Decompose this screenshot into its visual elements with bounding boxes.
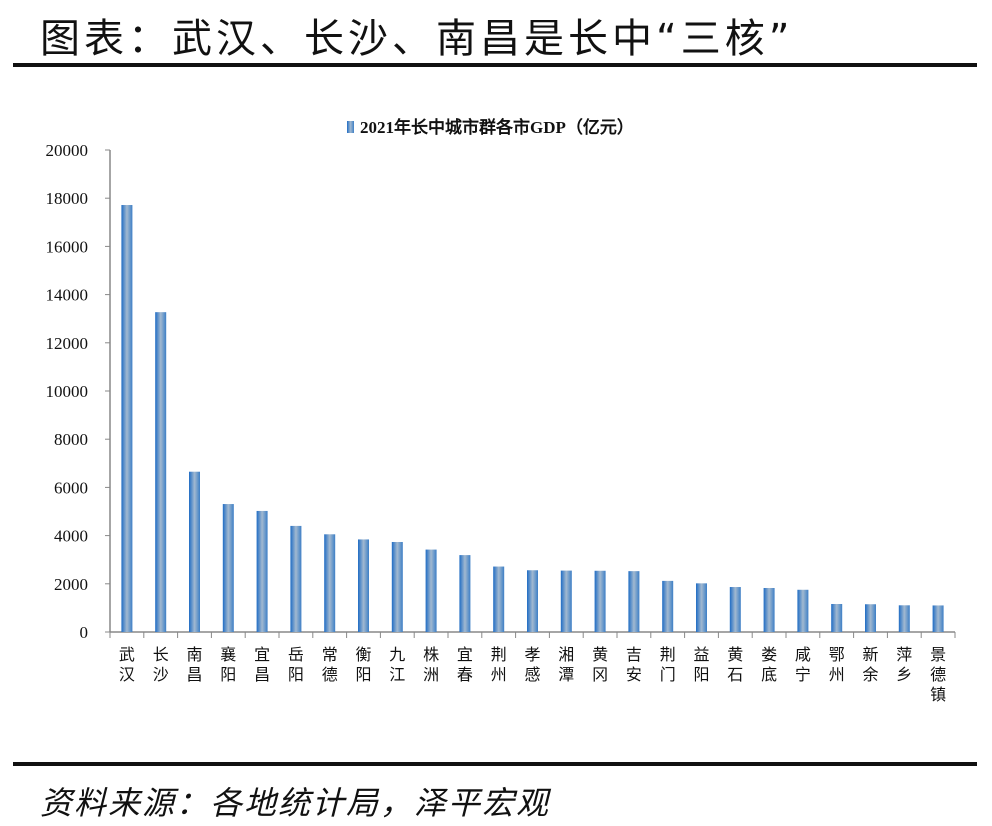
bar-吉安 (628, 571, 640, 632)
x-tick-label: 荆州 (491, 646, 507, 684)
bar-chart: 2021年长中城市群各市GDP（亿元） 0 2000 4000 6000 8000 100… (46, 117, 956, 704)
bar-咸宁 (797, 589, 809, 632)
bar-益阳 (696, 583, 707, 632)
x-tick-label: 株洲 (423, 646, 439, 684)
legend-swatch (347, 121, 354, 133)
y-tick-label: 4000 (54, 527, 88, 546)
top-rule (13, 63, 977, 67)
x-tick-label: 宜昌 (254, 646, 270, 684)
x-tick-label: 萍乡 (896, 646, 912, 684)
bar-长沙 (155, 312, 167, 632)
bar-株洲 (425, 549, 437, 632)
x-tick-label: 九江 (389, 646, 405, 684)
x-tick-label: 孝感 (524, 646, 540, 684)
bar-荆州 (493, 566, 505, 632)
x-tick-label: 咸宁 (795, 646, 811, 684)
y-tick-label: 8000 (54, 430, 88, 449)
bar-黄冈 (594, 570, 606, 632)
x-tick-label: 黄石 (727, 646, 743, 684)
bar-武汉 (121, 205, 133, 632)
source-note: 资料来源：各地统计局，泽平宏观 (40, 784, 551, 822)
legend-label: 2021年长中城市群各市GDP（亿元） (360, 117, 634, 137)
legend: 2021年长中城市群各市GDP（亿元） (347, 117, 634, 137)
y-tick-label: 20000 (46, 141, 89, 160)
y-tick-label: 18000 (46, 189, 89, 208)
bar-宜昌 (256, 510, 268, 632)
x-tick-label: 娄底 (761, 646, 777, 684)
x-tick-label: 常德 (322, 646, 338, 684)
bar-岳阳 (290, 525, 302, 632)
x-tick-label: 衡阳 (355, 646, 371, 684)
bar-荆门 (662, 580, 674, 632)
y-tick-label: 10000 (46, 382, 89, 401)
bottom-rule (13, 762, 977, 766)
bar-常德 (324, 534, 336, 632)
y-tick-label: 16000 (46, 237, 89, 256)
bar-黄石 (729, 587, 741, 632)
bar-萍乡 (898, 605, 910, 632)
bar-孝感 (527, 570, 538, 632)
x-tick-label: 益阳 (693, 646, 709, 684)
x-tick-label: 黄冈 (592, 646, 608, 684)
x-tick-label: 景德镇 (930, 647, 946, 704)
y-tick-label: 0 (80, 623, 89, 642)
x-tick-label: 岳阳 (288, 646, 304, 684)
bar-娄底 (763, 587, 775, 632)
bar-九江 (391, 541, 403, 632)
x-tick-label: 鄂州 (829, 646, 845, 684)
figure-title: 图表：武汉、长沙、南昌是长中“三核” (40, 16, 794, 62)
x-tick-label: 吉安 (626, 646, 642, 684)
x-tick-label: 荆门 (660, 646, 676, 684)
bar-宜春 (459, 555, 471, 632)
x-tick-label: 长沙 (153, 646, 169, 684)
bar-景德镇 (932, 605, 944, 632)
x-tick-label: 武汉 (119, 646, 135, 684)
x-tick-label: 南昌 (186, 646, 202, 684)
y-tick-label: 14000 (46, 286, 89, 305)
bar-衡阳 (358, 539, 369, 632)
x-tick-label: 宜春 (457, 646, 473, 684)
y-tick-label: 12000 (46, 334, 89, 353)
bar-新余 (865, 604, 876, 632)
x-tick-label: 湘潭 (558, 646, 574, 684)
y-tick-label: 2000 (54, 575, 88, 594)
bar-南昌 (189, 471, 200, 632)
x-tick-label: 新余 (862, 646, 878, 684)
bar-湘潭 (560, 570, 572, 632)
bar-襄阳 (222, 504, 234, 632)
y-tick-label: 6000 (54, 478, 88, 497)
x-tick-label: 襄阳 (220, 645, 236, 684)
bar-鄂州 (831, 603, 843, 632)
